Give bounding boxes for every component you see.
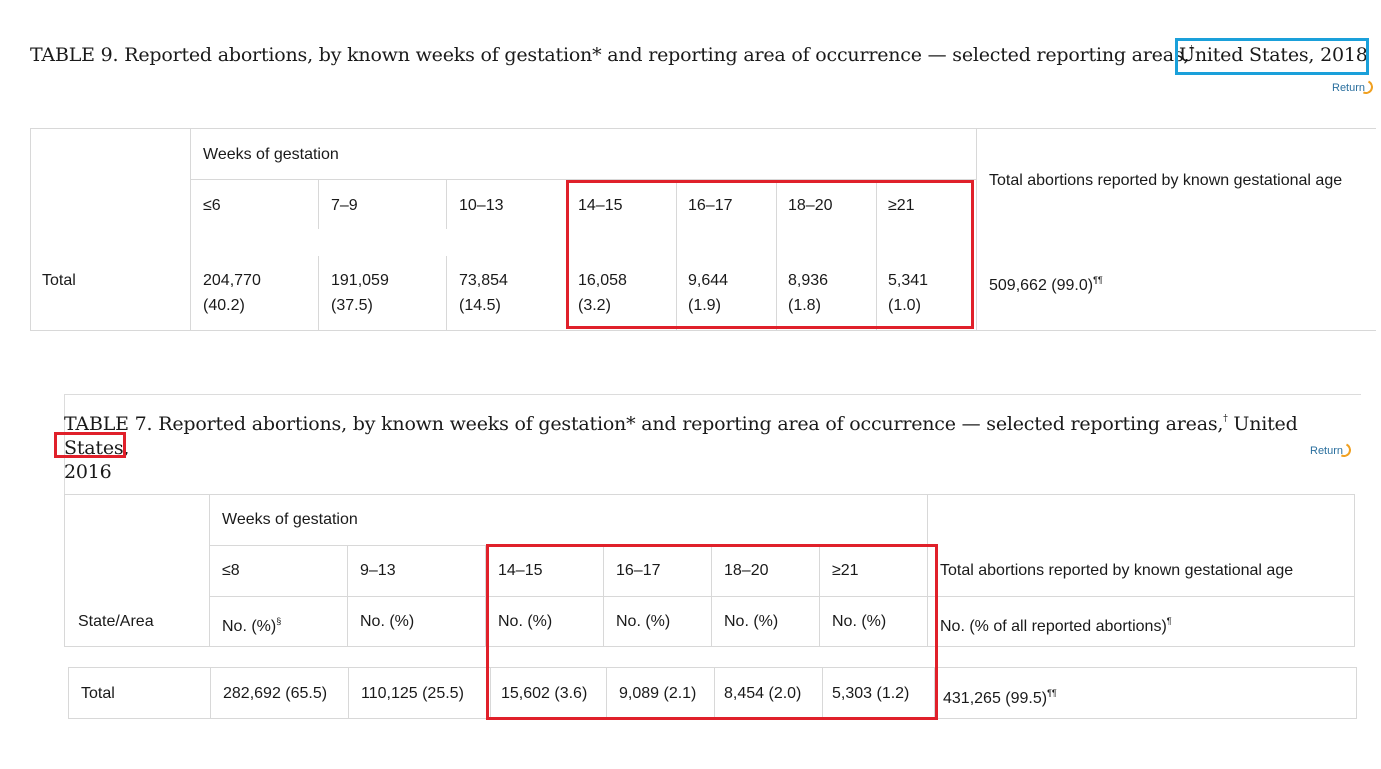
table7-cell-6: 5,303 (1.2) [832,685,910,702]
table7-return-label: Return [1310,445,1344,457]
table9-cell-2: 191,059 (37.5) [331,272,389,314]
table9-col-6: 18–20 [788,197,833,214]
table7-col-1: ≤8 [222,562,240,579]
table7-col-4: 16–17 [616,562,661,579]
table7-row-label: Total [81,685,115,702]
table7-total-row: Total 282,692 (65.5) 110,125 (25.5) 15,6… [68,667,1357,719]
table9-col-4: 14–15 [578,197,623,214]
table9-cell-7: 5,341 (1.0) [888,272,929,314]
table9-total-value: 509,662 (99.0)¶¶ [989,275,1103,294]
table7-col-3: 14–15 [498,562,543,579]
table7-sub-1: No. (%)§ [222,616,282,635]
table7-cell-5: 8,454 (2.0) [724,685,802,702]
table7-cell-2: 110,125 (25.5) [361,685,464,702]
table7-sub-5: No. (%) [724,613,779,630]
table7-cell-1: 282,692 (65.5) [223,685,328,702]
table9-col-1: ≤6 [203,197,221,214]
table9-row-label: Total [42,272,76,289]
table7-total-header: Total abortions reported by known gestat… [940,562,1294,579]
table7-title-year: 2016 [64,461,112,483]
table9-cell-1: 204,770 (40.2) [203,272,261,314]
table9-group-header: Weeks of gestation [203,146,339,163]
table7-group-header: Weeks of gestation [222,511,358,528]
table7-sub-3: No. (%) [498,613,553,630]
table7-col-5: 18–20 [724,562,769,579]
table7-return-link[interactable]: Return [1310,440,1357,459]
table7-year-highlight-box [54,432,126,458]
table9: Weeks of gestation Total abortions repor… [30,128,1376,331]
table7-state-header: State/Area [78,613,154,630]
table7-title-dagger: † [1223,414,1228,424]
table7-sub-6: No. (%) [832,613,887,630]
table7-total-subheader: No. (% of all reported abortions)¶ [940,616,1172,635]
table7-red-highlight-box [486,544,938,720]
table9-cell-4: 16,058 (3.2) [578,272,627,314]
table7-col-2: 9–13 [360,562,396,579]
table9-return-label: Return [1332,82,1366,94]
table9-col-2: 7–9 [331,197,358,214]
table9-title-dagger: † [1189,45,1194,55]
table7-sub-4: No. (%) [616,613,671,630]
table9-col-7: ≥21 [888,197,915,214]
table7-cell-3: 15,602 (3.6) [501,685,588,702]
table9-col-5: 16–17 [688,197,733,214]
table7-cell-4: 9,089 (2.1) [619,685,697,702]
table7-title-main: TABLE 7. Reported abortions, by known we… [64,413,1224,435]
table7-title: TABLE 7. Reported abortions, by known we… [64,407,1364,484]
table9-cell-3: 73,854 (14.5) [459,272,508,314]
table9-col-3: 10–13 [459,197,504,214]
table7-title-panel [64,394,1361,495]
table9-title-main: TABLE 9. Reported abortions, by known we… [30,44,1190,66]
table7-title-tail: United States, [64,413,1298,459]
blue-highlight-box [1175,38,1369,75]
table7-col-6: ≥21 [832,562,859,579]
table9-total-header: Total abortions reported by known gestat… [989,172,1343,189]
table9-title-highlight: United States, 2018 [1179,44,1368,66]
table9-red-highlight-box [566,180,974,329]
table9-return-link[interactable]: Return [1332,77,1379,96]
table7-sub-2: No. (%) [360,613,415,630]
table9-title: TABLE 9. Reported abortions, by known we… [30,44,1194,66]
table9-cell-5: 9,644 (1.9) [688,272,729,314]
table9-cell-6: 8,936 (1.8) [788,272,829,314]
table7-total-value: 431,265 (99.5)¶¶ [943,688,1057,707]
